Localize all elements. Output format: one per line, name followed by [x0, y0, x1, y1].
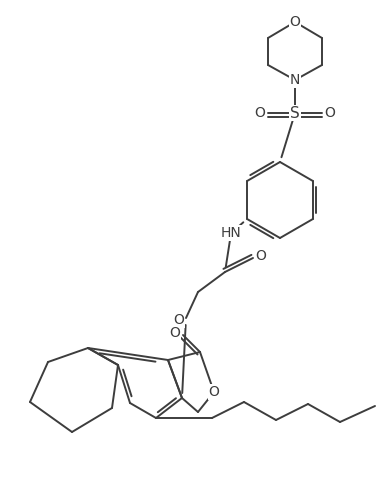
Text: O: O — [325, 106, 336, 120]
Text: O: O — [256, 249, 267, 263]
Text: O: O — [170, 326, 180, 340]
Text: HN: HN — [221, 226, 241, 240]
Text: O: O — [254, 106, 265, 120]
Text: O: O — [173, 313, 184, 327]
Text: O: O — [209, 385, 220, 399]
Text: S: S — [290, 106, 300, 120]
Text: N: N — [290, 73, 300, 87]
Text: O: O — [290, 15, 300, 29]
